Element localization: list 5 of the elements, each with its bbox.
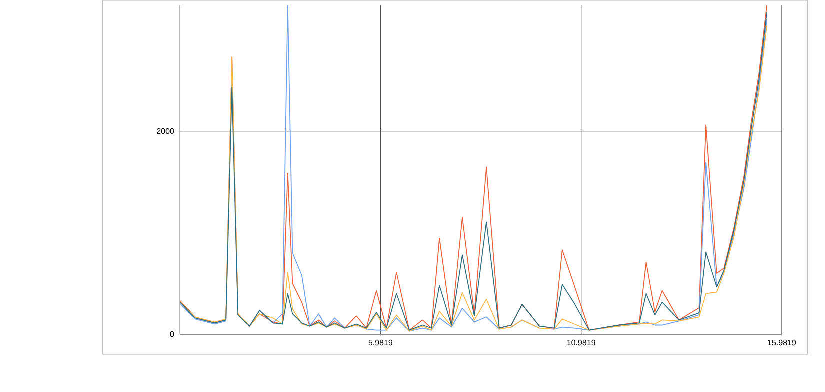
y-tick-label: 0 bbox=[170, 331, 174, 338]
x-tick-label: 5.9819 bbox=[368, 340, 393, 346]
y-tick-label: 2000 bbox=[157, 128, 174, 134]
x-tick-label: 15.9819 bbox=[768, 340, 796, 346]
x-tick-label: 10.9819 bbox=[567, 340, 596, 346]
